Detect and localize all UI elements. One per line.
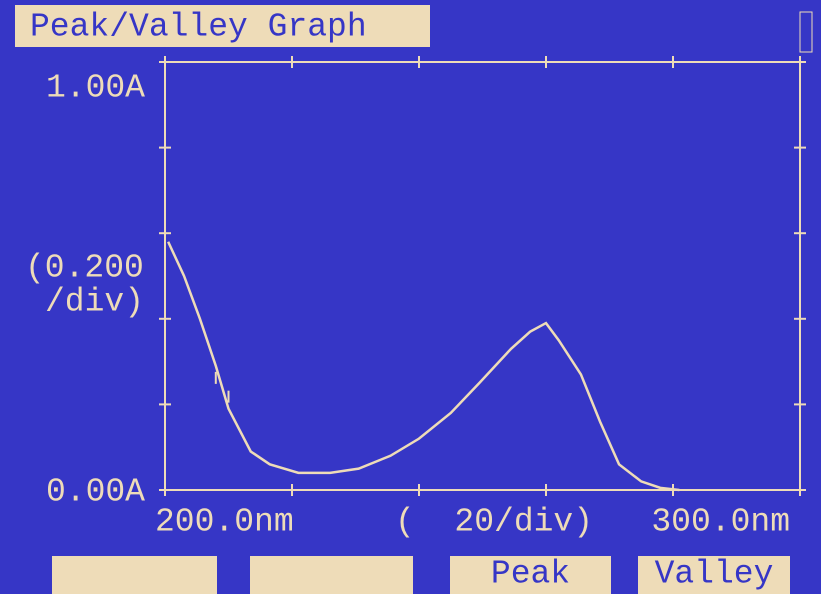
- x-tick-label: 300.0nm: [651, 504, 790, 541]
- x-tick-label: 200.0nm: [155, 504, 294, 541]
- button-label: Peak: [491, 556, 570, 593]
- y-axis-label: (0.200: [25, 250, 144, 287]
- button[interactable]: [250, 556, 413, 594]
- scroll-icon: [799, 11, 813, 53]
- line: [167, 241, 680, 492]
- x-axis-label: ( 20/div): [395, 504, 593, 541]
- button[interactable]: [450, 556, 611, 594]
- title-box: [15, 5, 430, 47]
- plot-frame: [164, 61, 801, 491]
- button-label: Valley: [655, 556, 774, 593]
- button[interactable]: [638, 556, 790, 594]
- y-tick-label: 1.00A: [46, 70, 145, 107]
- button[interactable]: [52, 556, 217, 594]
- chart-title: Peak/Valley Graph: [30, 9, 367, 46]
- y-tick-label: 0.00A: [46, 474, 145, 511]
- y-axis-label: /div): [45, 284, 144, 321]
